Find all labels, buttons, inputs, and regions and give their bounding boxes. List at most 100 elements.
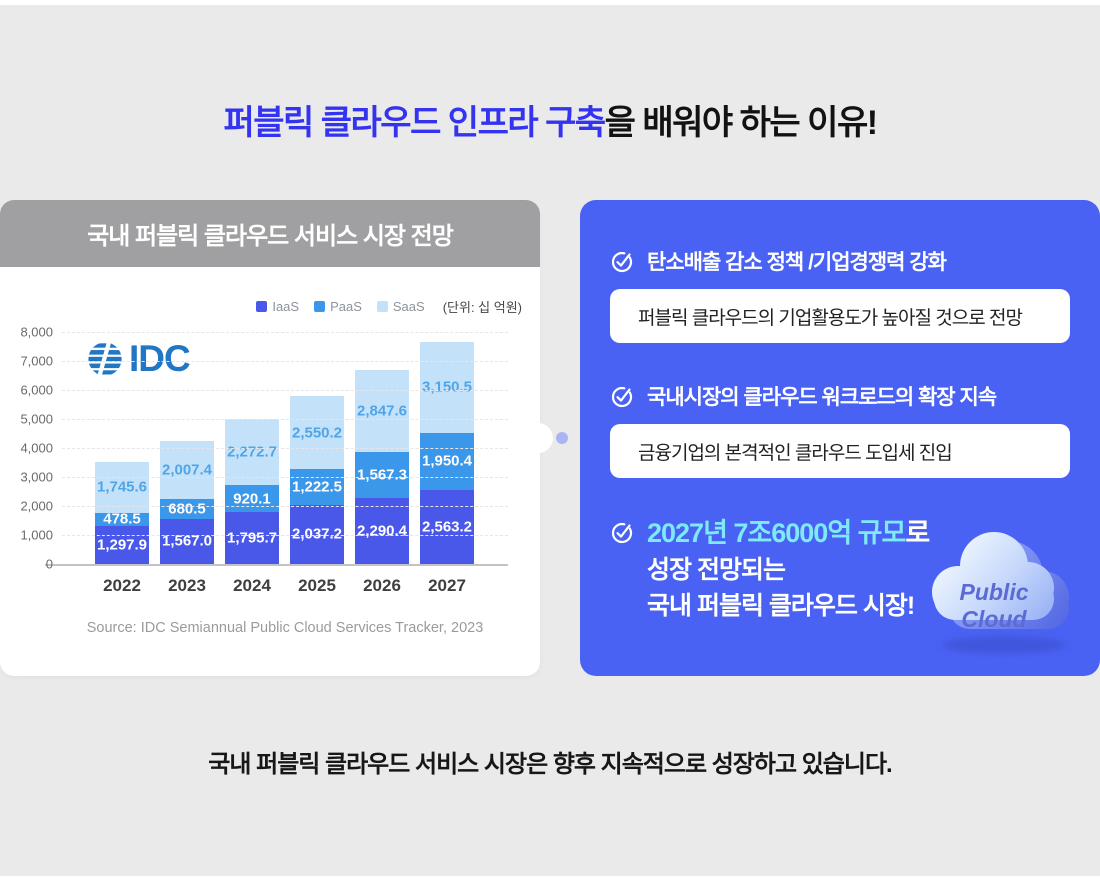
bar-value-label: 2,272.7	[226, 443, 278, 461]
info-heading-1-label: 탄소배출 감소 정책 /기업경쟁력 강화	[647, 251, 947, 274]
bar-column: 1,567.0 680.5 2,007.4	[160, 440, 214, 564]
legend-label: PaaS	[330, 299, 362, 314]
legend-item: IaaS	[256, 299, 299, 314]
y-axis-tick: 5,000	[20, 411, 53, 427]
y-axis-tick: 1,000	[20, 527, 53, 543]
year-label: 2023	[168, 576, 206, 595]
plot-area: 1,297.9 478.5 1,745.6 1,567.0 680.5 2,007.4 1,…	[20, 325, 508, 572]
bar-segment: 1,795.7	[225, 511, 279, 564]
gridline	[62, 390, 508, 391]
idc-logo: IDC	[86, 338, 191, 379]
y-axis-tick: 7,000	[20, 353, 53, 369]
check-circle-icon	[611, 386, 633, 408]
idc-globe-icon	[88, 342, 122, 376]
info-heading-1: 탄소배출 감소 정책 /기업경쟁력 강화	[610, 246, 947, 276]
gridline	[62, 506, 508, 507]
page-title-highlight: 퍼블릭 클라우드 인프라 구축	[223, 104, 606, 142]
bar-value-label: 2,847.6	[356, 402, 408, 420]
page-title: 퍼블릭 클라우드 인프라 구축을 배워야 하는 이유!	[0, 103, 1100, 143]
year-label: 2027	[428, 576, 466, 595]
bar-segment: 920.1	[225, 485, 279, 512]
legend-label: IaaS	[272, 299, 300, 314]
highlight-line-1-cyan: 2027년 7조6000억 규모	[647, 518, 906, 548]
bar-value-label: 3,150.5	[421, 378, 473, 396]
bar-value-label: 2,007.4	[161, 461, 213, 479]
bar-segment: 2,007.4	[160, 440, 214, 499]
highlight-block: 2027년 7조6000억 규모로 성장 전망되는 국내 퍼블릭 클라우드 시장…	[610, 514, 930, 624]
highlight-line-3: 국내 퍼블릭 클라우드 시장!	[647, 592, 915, 620]
y-axis-tick: 0	[45, 556, 53, 572]
cloud-badge-line-1: Public	[959, 579, 1028, 605]
legend-item: PaaS	[314, 299, 362, 314]
bar-segment: 2,563.2	[420, 489, 474, 564]
gridline	[62, 419, 508, 420]
connector-dot	[556, 432, 568, 444]
bar-segment: 1,297.9	[95, 526, 149, 564]
bar-value-label: 1,567.0	[161, 532, 213, 550]
gridline	[62, 535, 508, 536]
info-panel: 탄소배출 감소 정책 /기업경쟁력 강화 퍼블릭 클라우드의 기업활용도가 높아…	[580, 200, 1100, 676]
bar-value-label: 1,222.5	[291, 478, 343, 496]
bar-segment: 2,037.2	[290, 504, 344, 564]
bar-segment: 1,222.5	[290, 469, 344, 505]
y-axis-tick: 6,000	[20, 382, 53, 398]
y-axis-tick: 3,000	[20, 469, 53, 485]
legend-swatch	[376, 301, 388, 312]
bar-value-label: 1,795.7	[226, 529, 278, 547]
year-label: 2025	[298, 576, 336, 595]
y-axis-tick: 8,000	[20, 324, 53, 340]
cloud-shadow	[942, 636, 1066, 654]
check-circle-icon	[611, 522, 633, 544]
page-title-rest: 을 배워야 하는 이유!	[604, 104, 878, 142]
chart-card: 국내 퍼블릭 클라우드 서비스 시장 전망 IaaS PaaS SaaS (단위: 십…	[0, 200, 553, 676]
highlight-line-1: 2027년 7조6000억 규모로	[647, 514, 930, 552]
bar-column: 1,795.7 920.1 2,272.7	[225, 419, 279, 564]
bar-value-label: 1,567.3	[356, 466, 408, 484]
check-circle-icon	[611, 251, 633, 273]
y-axis-tick: 4,000	[20, 440, 53, 456]
bar-value-label: 478.5	[103, 510, 141, 528]
legend-label: SaaS	[392, 299, 425, 314]
bar-value-label: 2,037.2	[291, 525, 343, 543]
footer-text: 국내 퍼블릭 클라우드 서비스 시장은 향후 지속적으로 성장하고 있습니다.	[208, 751, 892, 778]
bar-value-label: 2,290.4	[356, 522, 408, 540]
bars-container: 1,297.9 478.5 1,745.6 1,567.0 680.5 2,007.4 1,…	[95, 341, 474, 564]
bar-segment: 680.5	[160, 498, 214, 519]
bar-segment: 478.5	[95, 510, 149, 528]
legend-swatch	[314, 301, 326, 312]
gridline	[62, 332, 508, 333]
source-note: Source: IDC Semiannual Public Cloud Serv…	[86, 620, 484, 636]
highlight-line-2: 성장 전망되는	[647, 556, 786, 584]
info-box-2: 금융기업의 본격적인 클라우드 도입세 진입	[610, 424, 1070, 478]
gridline	[62, 477, 508, 478]
bar-segment: 1,567.3	[355, 452, 409, 498]
bar-value-label: 1,950.4	[421, 452, 473, 470]
bar-segment: 1,950.4	[420, 433, 474, 490]
bar-value-label: 2,550.2	[291, 424, 343, 441]
public-cloud-3d-icon: Public Cloud	[932, 532, 1069, 654]
bar-segment: 2,550.2	[290, 395, 344, 470]
bar-value-label: 2,563.2	[421, 518, 473, 536]
chart-legend: IaaS PaaS SaaS (단위: 십 억원)	[256, 297, 522, 316]
bar-segment: 2,290.4	[355, 497, 409, 564]
bar-segment: 2,847.6	[355, 369, 409, 453]
cloud-badge-line-2: Cloud	[961, 606, 1027, 632]
gridline	[62, 448, 508, 449]
chart-card-header: 국내 퍼블릭 클라우드 서비스 시장 전망	[0, 200, 540, 267]
info-heading-2: 국내시장의 클라우드 워크로드의 확장 지속	[610, 381, 997, 411]
idc-logo-text: IDC	[129, 338, 191, 379]
bar-value-label: 680.5	[168, 500, 206, 518]
bar-column: 2,563.2 1,950.4 3,150.5	[420, 341, 474, 564]
cloud-front-layer	[932, 532, 1054, 620]
year-label: 2026	[363, 576, 401, 595]
bar-segment: 3,150.5	[420, 341, 474, 434]
bar-column: 2,037.2 1,222.5 2,550.2	[290, 395, 344, 564]
year-label: 2024	[233, 576, 271, 595]
info-heading-2-label: 국내시장의 클라우드 워크로드의 확장 지속	[647, 386, 997, 409]
highlight-lines: 2027년 7조6000억 규모로 성장 전망되는 국내 퍼블릭 클라우드 시장…	[647, 514, 930, 624]
unit-label: (단위: 십 억원)	[442, 300, 522, 315]
bar-value-label: 1,297.9	[96, 536, 148, 554]
bar-column: 1,297.9 478.5 1,745.6	[95, 461, 149, 564]
bar-segment: 1,567.0	[160, 518, 214, 564]
